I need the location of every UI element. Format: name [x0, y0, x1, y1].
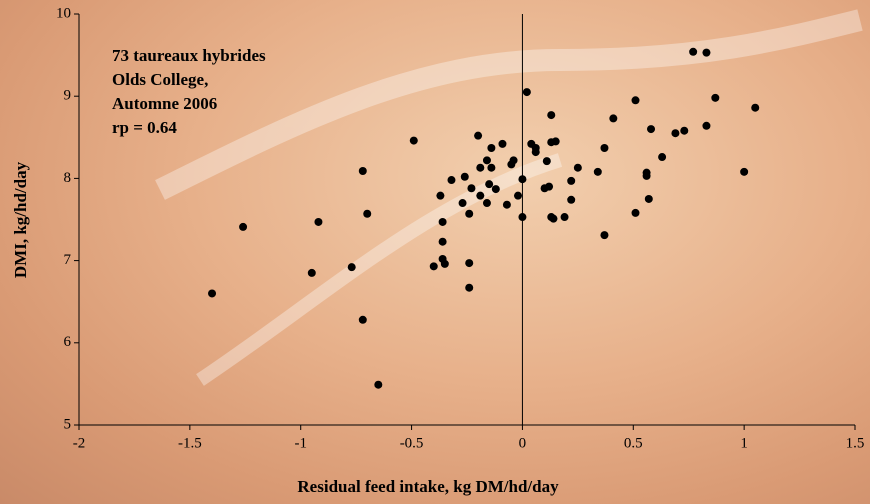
point	[567, 196, 575, 204]
point	[523, 88, 531, 96]
point	[574, 164, 582, 172]
dna-backdrop	[160, 20, 860, 380]
point	[374, 381, 382, 389]
point	[543, 157, 551, 165]
x-tick-label: 0.5	[624, 435, 643, 451]
point	[487, 144, 495, 152]
y-tick-label: 5	[64, 416, 72, 432]
point	[476, 192, 484, 200]
point	[461, 173, 469, 181]
point	[483, 156, 491, 164]
point	[483, 199, 491, 207]
point	[465, 284, 473, 292]
point	[359, 316, 367, 324]
annotation: Automne 2006	[112, 94, 217, 113]
point	[632, 96, 640, 104]
annotation: rp = 0.64	[112, 118, 177, 137]
point	[474, 132, 482, 140]
point	[465, 259, 473, 267]
point	[348, 263, 356, 271]
point	[702, 49, 710, 57]
point	[363, 210, 371, 218]
y-axis-label: DMI, kg/hd/day	[11, 161, 30, 278]
point	[459, 199, 467, 207]
point	[467, 184, 475, 192]
x-tick-label: 1.5	[846, 435, 865, 451]
point	[465, 210, 473, 218]
point	[751, 104, 759, 112]
point	[518, 213, 526, 221]
y-tick-label: 7	[64, 252, 72, 268]
point	[447, 176, 455, 184]
y-tick-label: 8	[64, 170, 72, 186]
point	[594, 168, 602, 176]
point	[436, 192, 444, 200]
point	[492, 185, 500, 193]
point	[498, 140, 506, 148]
point	[702, 122, 710, 130]
x-tick-label: -1.5	[178, 435, 202, 451]
point	[632, 209, 640, 217]
annotation: 73 taureaux hybrides	[112, 46, 266, 65]
point	[689, 48, 697, 56]
point	[609, 114, 617, 122]
x-tick-label: -2	[73, 435, 86, 451]
point	[439, 238, 447, 246]
point	[545, 183, 553, 191]
point	[208, 289, 216, 297]
y-tick-label: 9	[64, 88, 72, 104]
point	[314, 218, 322, 226]
point	[485, 180, 493, 188]
point	[532, 148, 540, 156]
point	[439, 218, 447, 226]
point	[680, 127, 688, 135]
point	[600, 144, 608, 152]
point	[487, 164, 495, 172]
x-axis-label: Residual feed intake, kg DM/hd/day	[297, 477, 559, 496]
y-tick-label: 10	[56, 5, 71, 21]
point	[476, 164, 484, 172]
point	[239, 223, 247, 231]
point	[441, 260, 449, 268]
point	[658, 153, 666, 161]
chart: Residual feed intake, kg DM/hd/day DMI, …	[0, 0, 870, 504]
point	[430, 262, 438, 270]
point	[359, 167, 367, 175]
point	[600, 231, 608, 239]
point	[647, 125, 655, 133]
x-tick-label: -1	[294, 435, 307, 451]
x-tick-label: -0.5	[400, 435, 424, 451]
point	[567, 177, 575, 185]
point	[645, 195, 653, 203]
y-tick-label: 6	[64, 334, 72, 350]
point	[514, 192, 522, 200]
point	[410, 137, 418, 145]
point	[552, 137, 560, 145]
point	[740, 168, 748, 176]
point	[549, 215, 557, 223]
point	[518, 175, 526, 183]
x-tick-label: 1	[740, 435, 748, 451]
point	[671, 129, 679, 137]
x-tick-label: 0	[519, 435, 527, 451]
point	[547, 111, 555, 119]
point	[510, 156, 518, 164]
point	[711, 94, 719, 102]
point	[308, 269, 316, 277]
annotation: Olds College,	[112, 70, 208, 89]
point	[643, 172, 651, 180]
point	[561, 213, 569, 221]
point	[503, 201, 511, 209]
